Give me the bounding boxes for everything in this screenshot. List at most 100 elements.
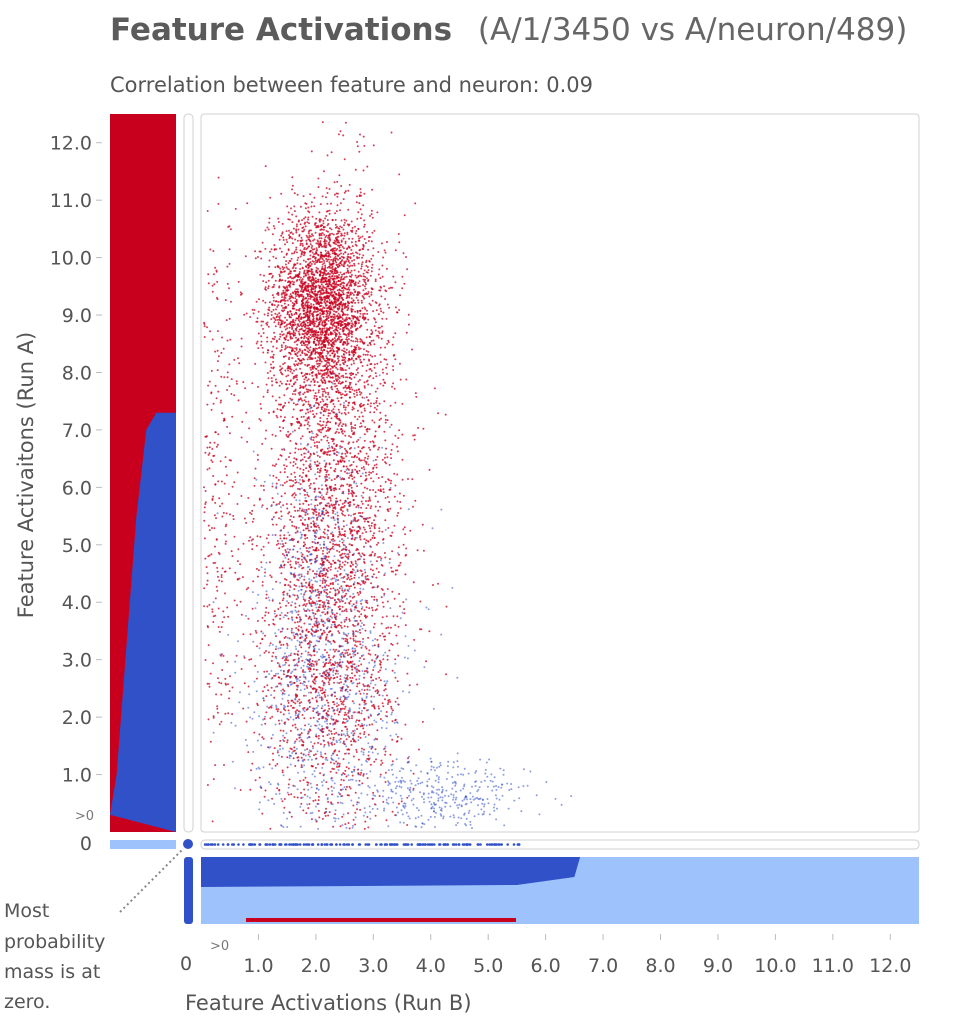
scatter-point xyxy=(326,417,329,420)
scatter-point xyxy=(326,633,329,636)
scatter-point xyxy=(390,457,393,460)
scatter-point xyxy=(304,216,307,219)
scatter-point xyxy=(254,362,257,365)
scatter-point xyxy=(329,347,332,350)
scatter-point xyxy=(349,391,352,394)
scatter-point xyxy=(322,228,325,231)
scatter-point xyxy=(352,299,355,302)
scatter-point xyxy=(357,664,360,667)
scatter-point xyxy=(327,426,330,429)
scatter-point xyxy=(350,484,352,487)
scatter-point xyxy=(360,301,363,304)
scatter-point xyxy=(292,292,295,295)
scatter-point xyxy=(314,231,317,234)
scatter-point xyxy=(341,425,343,428)
scatter-point xyxy=(301,714,304,716)
scatter-point xyxy=(298,474,301,477)
scatter-point xyxy=(318,327,321,330)
scatter-point xyxy=(322,414,325,417)
scatter-point xyxy=(339,261,342,264)
scatter-point xyxy=(383,638,386,641)
scatter-point xyxy=(301,300,304,303)
scatter-point xyxy=(302,259,305,262)
scatter-point xyxy=(357,380,360,383)
scatter-point xyxy=(287,369,290,372)
scatter-point xyxy=(318,658,320,661)
scatter-point xyxy=(361,247,364,250)
scatter-point xyxy=(290,270,292,273)
scatter-point xyxy=(318,296,321,299)
scatter-point xyxy=(316,441,318,443)
scatter-point xyxy=(338,566,340,569)
scatter-point xyxy=(390,449,393,451)
scatter-point xyxy=(370,369,373,372)
scatter-point xyxy=(310,303,313,305)
scatter-point xyxy=(374,523,377,526)
scatter-point xyxy=(279,247,281,250)
scatter-point xyxy=(356,195,358,198)
scatter-point xyxy=(294,531,297,534)
scatter-point xyxy=(275,340,278,343)
scatter-point xyxy=(332,241,335,244)
scatter-point xyxy=(376,397,379,400)
scatter-point xyxy=(360,411,363,414)
scatter-point xyxy=(313,461,316,464)
scatter-point xyxy=(358,239,361,242)
scatter-point xyxy=(337,408,340,411)
scatter-point xyxy=(346,376,349,379)
scatter-point xyxy=(310,201,313,204)
scatter-point xyxy=(278,722,281,725)
scatter-point xyxy=(319,336,322,339)
scatter-point xyxy=(289,518,292,521)
scatter-point xyxy=(310,286,313,289)
scatter-point xyxy=(327,514,330,517)
scatter-point xyxy=(362,315,365,317)
scatter-point xyxy=(328,261,331,264)
scatter-point xyxy=(350,335,353,338)
scatter-point xyxy=(362,353,365,356)
scatter-point xyxy=(389,488,392,491)
scatter-point xyxy=(276,416,279,419)
scatter-point xyxy=(334,592,337,595)
scatter-point xyxy=(312,273,315,276)
scatter-point xyxy=(397,546,400,549)
scatter-point xyxy=(278,502,281,505)
scatter-point xyxy=(333,290,336,293)
scatter-point xyxy=(366,403,369,406)
scatter-point xyxy=(318,357,321,360)
scatter-point xyxy=(334,375,337,378)
scatter-point xyxy=(348,322,350,325)
scatter-point xyxy=(236,560,239,563)
scatter-point xyxy=(301,230,304,233)
scatter-point xyxy=(384,251,387,254)
scatter-point xyxy=(362,284,364,286)
scatter-point xyxy=(377,489,380,491)
scatter-point xyxy=(293,205,296,208)
scatter-point xyxy=(272,345,275,348)
scatter-point xyxy=(327,272,330,274)
scatter-point xyxy=(363,312,366,315)
scatter-point xyxy=(295,311,298,314)
scatter-point xyxy=(294,606,297,609)
scatter-point xyxy=(278,403,280,406)
scatter-point xyxy=(361,404,364,407)
scatter-point xyxy=(324,340,326,343)
scatter-point xyxy=(349,464,352,467)
scatter-point xyxy=(360,299,363,302)
scatter-point xyxy=(281,271,283,274)
scatter-point xyxy=(362,245,365,248)
scatter-point xyxy=(274,312,277,315)
scatter-point xyxy=(348,296,351,299)
scatter-point xyxy=(313,365,316,367)
scatter-point xyxy=(325,252,328,255)
scatter-point xyxy=(305,500,308,503)
scatter-point xyxy=(330,306,333,309)
scatter-point xyxy=(279,333,282,336)
scatter-point xyxy=(338,632,341,634)
scatter-point xyxy=(271,384,274,387)
scatter-point xyxy=(283,270,285,273)
scatter-point xyxy=(378,419,381,421)
scatter-point xyxy=(295,627,298,629)
scatter-point xyxy=(286,310,289,313)
